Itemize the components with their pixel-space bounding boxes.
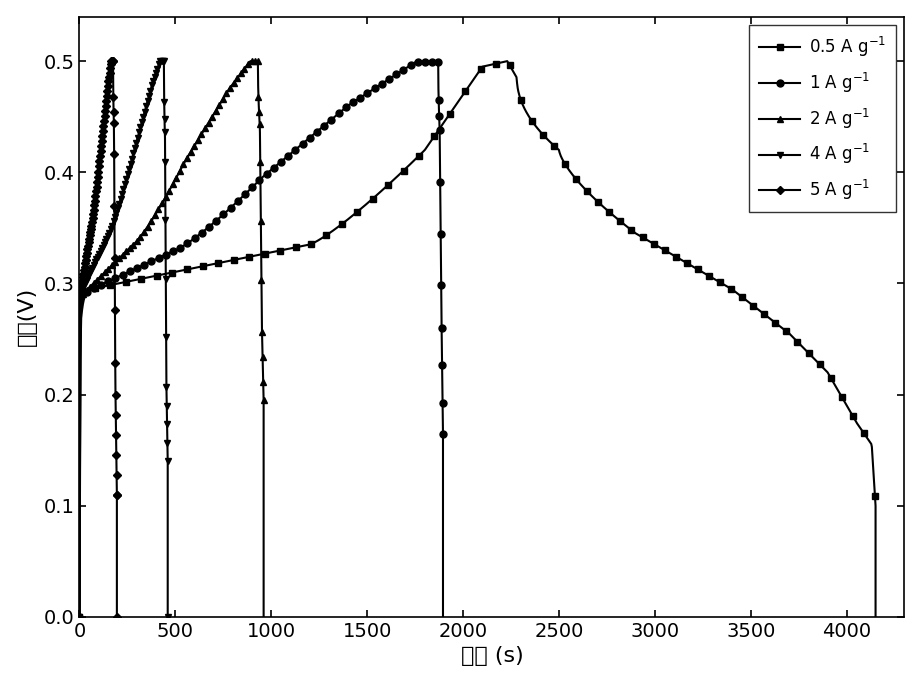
4 A g$^{-1}$	[131, 139, 142, 147]
4 A g$^{-1}$	[146, 84, 157, 92]
0.5 A g$^{-1}$	[356, 204, 367, 212]
4 A g$^{-1}$	[101, 234, 112, 242]
1 A g$^{-1}$	[397, 66, 408, 74]
Line: 1 A g$^{-1}$: 1 A g$^{-1}$	[76, 59, 447, 620]
0.5 A g$^{-1}$	[307, 240, 318, 248]
0.5 A g$^{-1}$	[717, 279, 728, 288]
5 A g$^{-1}$	[88, 206, 99, 214]
X-axis label: 时间 (s): 时间 (s)	[460, 646, 523, 667]
0.5 A g$^{-1}$	[848, 413, 859, 421]
2 A g$^{-1}$	[189, 142, 200, 150]
5 A g$^{-1}$	[98, 122, 109, 130]
5 A g$^{-1}$	[91, 178, 102, 186]
Line: 4 A g$^{-1}$: 4 A g$^{-1}$	[76, 57, 171, 620]
5 A g$^{-1}$	[106, 57, 117, 66]
2 A g$^{-1}$	[217, 95, 228, 103]
Legend: 0.5 A g$^{-1}$, 1 A g$^{-1}$, 2 A g$^{-1}$, 4 A g$^{-1}$, 5 A g$^{-1}$: 0.5 A g$^{-1}$, 1 A g$^{-1}$, 2 A g$^{-1…	[749, 25, 896, 212]
4 A g$^{-1}$	[162, 613, 173, 621]
4 A g$^{-1}$	[74, 613, 85, 621]
5 A g$^{-1}$	[88, 201, 99, 210]
2 A g$^{-1}$	[81, 286, 92, 294]
5 A g$^{-1}$	[74, 613, 85, 621]
Line: 0.5 A g$^{-1}$: 0.5 A g$^{-1}$	[76, 57, 879, 620]
1 A g$^{-1}$	[386, 74, 397, 82]
1 A g$^{-1}$	[394, 68, 405, 76]
0.5 A g$^{-1}$	[502, 57, 513, 66]
1 A g$^{-1}$	[410, 58, 421, 66]
0.5 A g$^{-1}$	[74, 613, 85, 621]
1 A g$^{-1}$	[298, 139, 309, 147]
0.5 A g$^{-1}$	[726, 285, 737, 293]
4 A g$^{-1}$	[107, 219, 118, 227]
Line: 2 A g$^{-1}$: 2 A g$^{-1}$	[76, 57, 267, 620]
2 A g$^{-1}$	[74, 613, 85, 621]
0.5 A g$^{-1}$	[658, 245, 669, 253]
2 A g$^{-1}$	[186, 146, 197, 154]
4 A g$^{-1}$	[157, 57, 168, 66]
1 A g$^{-1}$	[224, 205, 235, 213]
Line: 5 A g$^{-1}$: 5 A g$^{-1}$	[76, 58, 120, 619]
2 A g$^{-1}$	[258, 613, 269, 621]
1 A g$^{-1}$	[434, 117, 445, 125]
1 A g$^{-1}$	[74, 613, 85, 621]
5 A g$^{-1}$	[83, 242, 94, 250]
4 A g$^{-1}$	[155, 57, 166, 66]
5 A g$^{-1}$	[93, 167, 104, 176]
2 A g$^{-1}$	[151, 208, 162, 217]
0.5 A g$^{-1}$	[870, 613, 881, 621]
4 A g$^{-1}$	[154, 58, 165, 66]
2 A g$^{-1}$	[245, 57, 256, 66]
5 A g$^{-1}$	[111, 613, 122, 621]
1 A g$^{-1}$	[437, 613, 449, 621]
Y-axis label: 电压(V): 电压(V)	[17, 287, 37, 346]
2 A g$^{-1}$	[196, 130, 207, 139]
